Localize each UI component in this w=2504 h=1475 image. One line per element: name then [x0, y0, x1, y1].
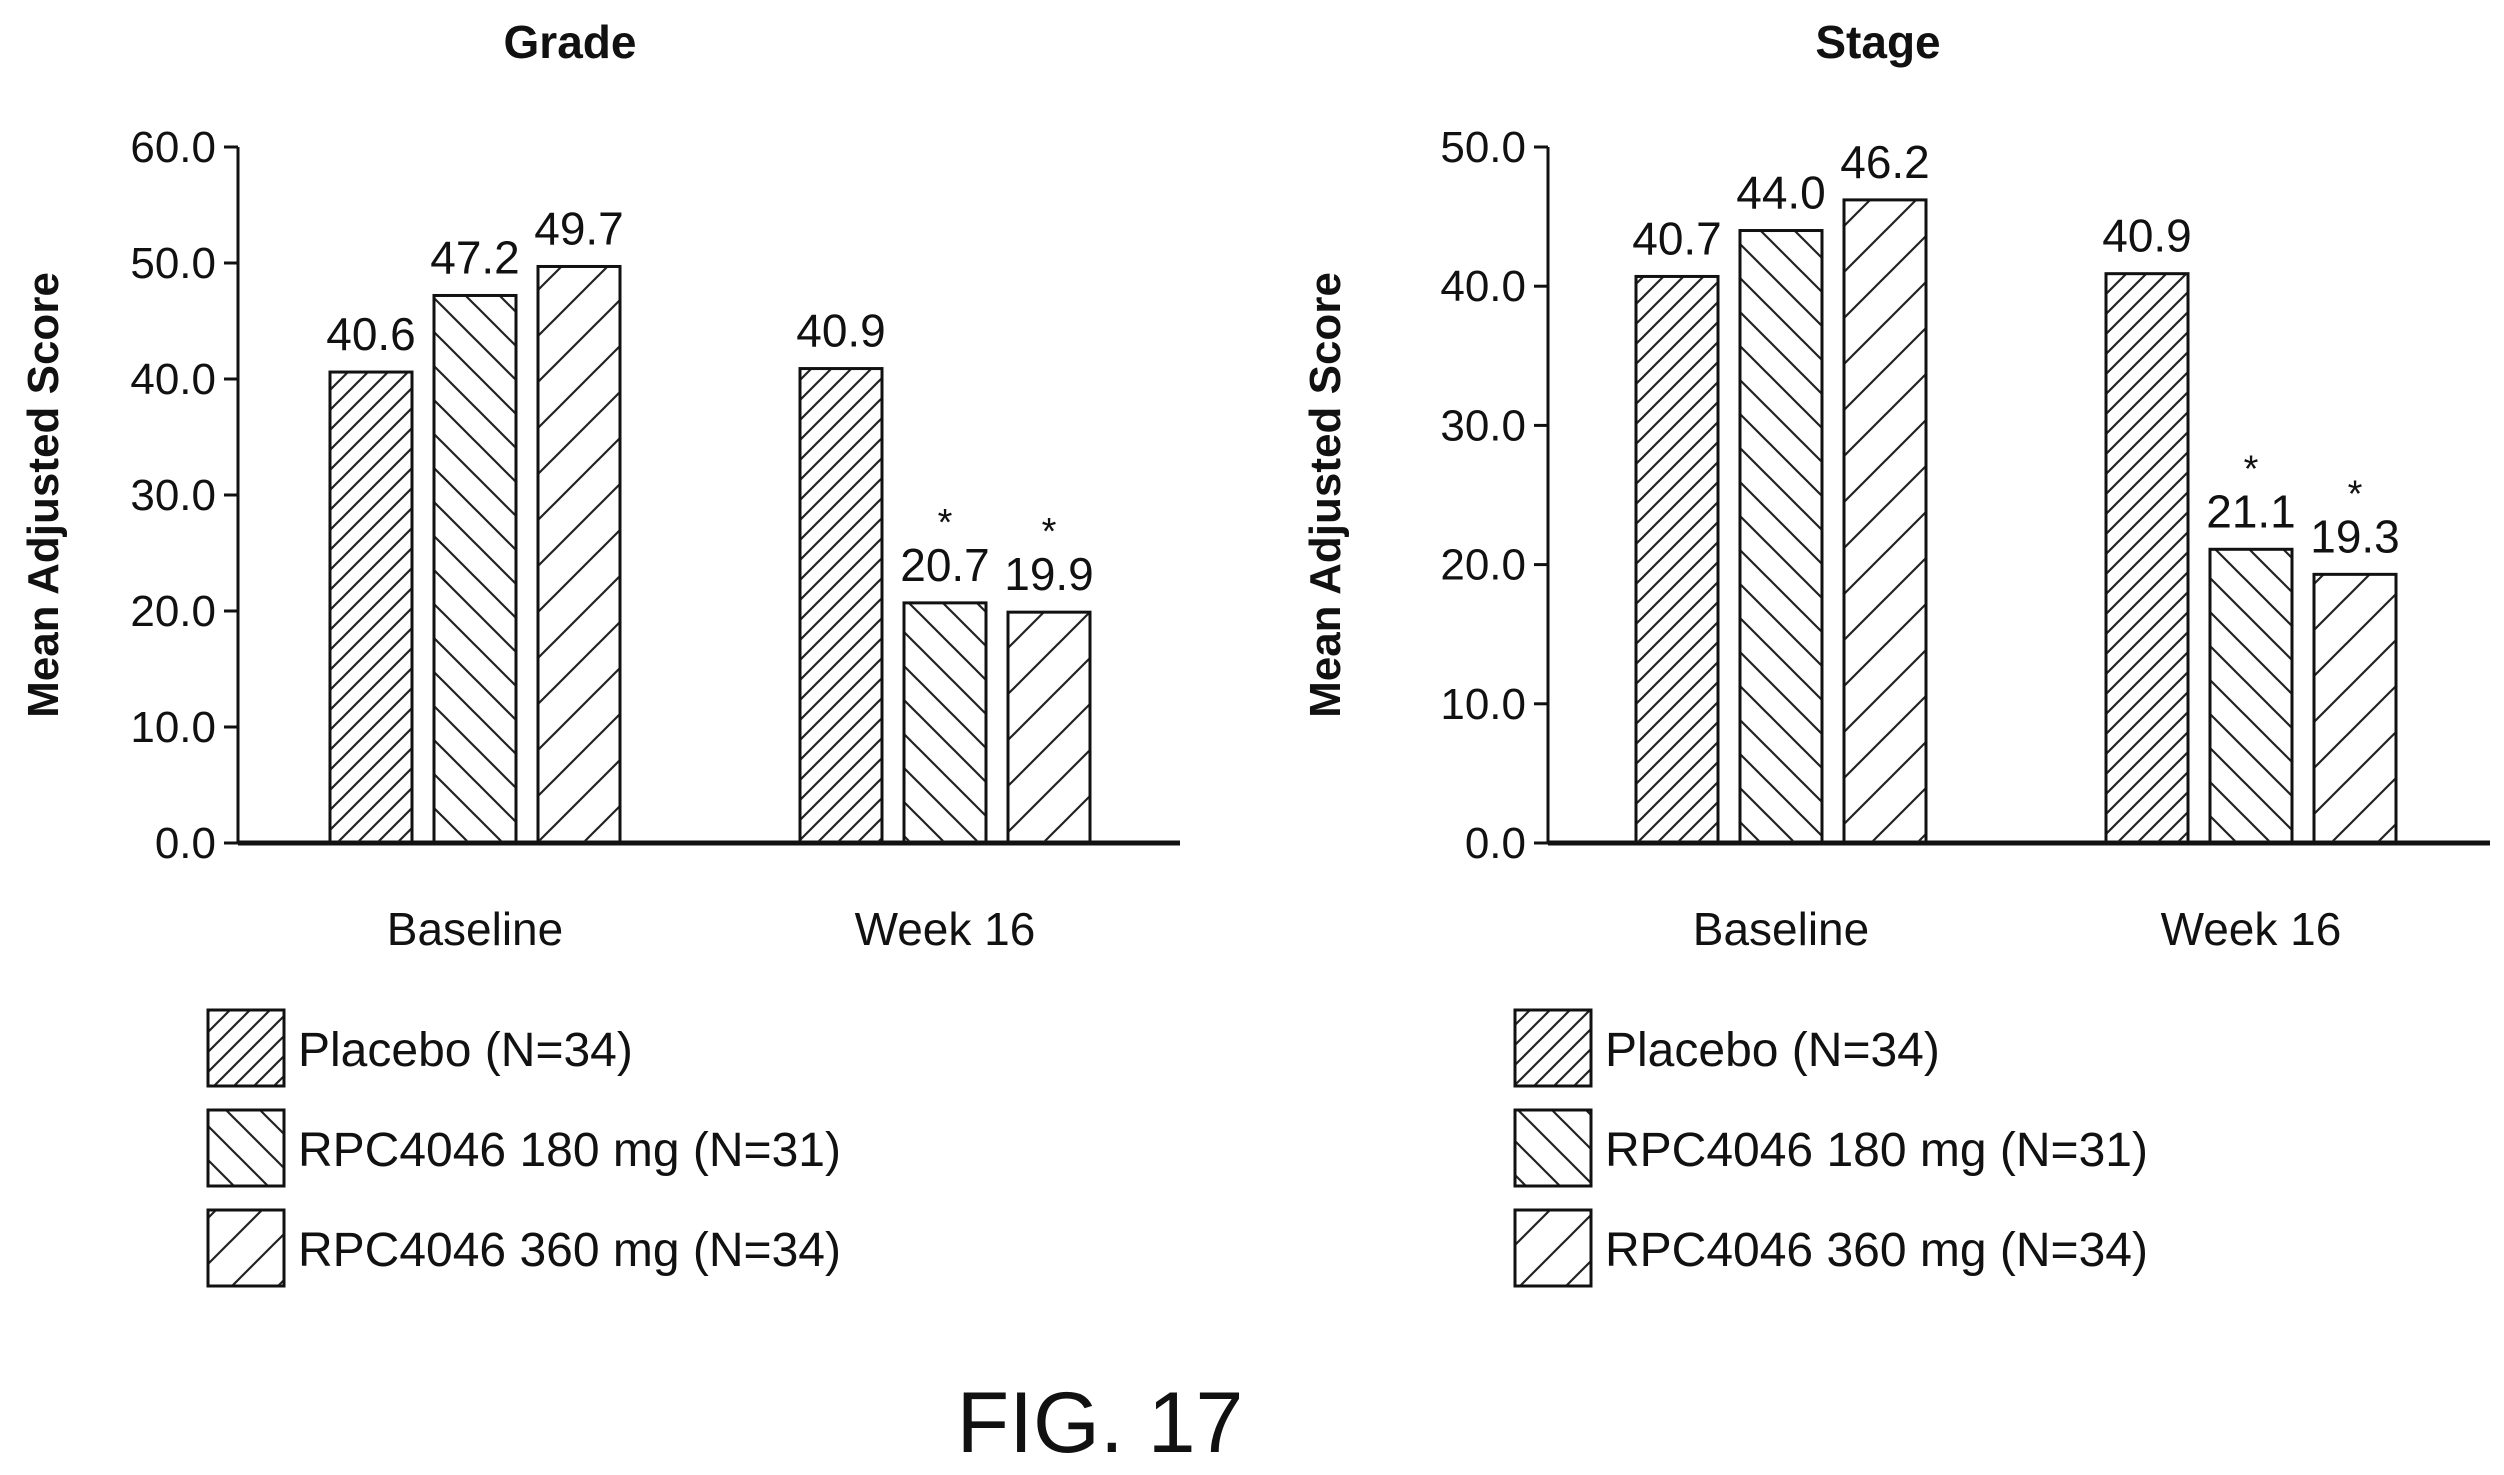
bar [1006, 610, 1092, 845]
significance-star: * [938, 502, 953, 544]
bar [2104, 272, 2190, 845]
bar [536, 264, 622, 845]
legend-swatch [206, 1008, 286, 1088]
y-tick-label: 30.0 [1440, 401, 1526, 450]
figure-caption: FIG. 17 [957, 1375, 1244, 1471]
y-tick-label: 0.0 [1465, 819, 1526, 868]
legend-swatch [1513, 1208, 1593, 1288]
significance-star: * [2244, 448, 2259, 490]
significance-star: * [2348, 473, 2363, 515]
legend-swatch [1513, 1108, 1593, 1188]
x-category-label: Baseline [387, 903, 563, 955]
data-label: 44.0 [1736, 167, 1826, 219]
bar [1634, 274, 1720, 845]
chart-title: Grade [504, 16, 637, 68]
legend-label: RPC4046 360 mg (N=34) [1605, 1224, 2148, 1277]
y-tick-label: 10.0 [1440, 680, 1526, 729]
stage-chart: Stage Mean Adjusted Score 0.0 10.0 20.0 30.0 4… [1301, 16, 2490, 955]
significance-star: * [1042, 511, 1057, 553]
y-tick-label: 40.0 [130, 355, 216, 404]
x-category-label: Week 16 [2161, 903, 2342, 955]
y-axis-label: Mean Adjusted Score [19, 272, 68, 718]
data-label: 40.7 [1632, 212, 1722, 264]
data-label: 21.1 [2206, 485, 2296, 537]
data-label: 19.3 [2310, 510, 2400, 562]
data-label: 20.7 [900, 539, 990, 591]
y-tick-label: 50.0 [1440, 123, 1526, 172]
bar [2208, 547, 2294, 845]
data-label: 46.2 [1840, 136, 1930, 188]
bar [1842, 198, 1928, 845]
legend-swatch [1513, 1008, 1593, 1088]
y-tick-label: 30.0 [130, 471, 216, 520]
legend-label: Placebo (N=34) [298, 1024, 633, 1077]
x-category-label: Baseline [1693, 903, 1869, 955]
legend-swatch [206, 1208, 286, 1288]
legend-swatch [206, 1108, 286, 1188]
chart-title: Stage [1815, 16, 1940, 68]
bar [798, 367, 884, 845]
y-tick-label: 20.0 [130, 587, 216, 636]
bar [1738, 229, 1824, 845]
data-label: 19.9 [1004, 548, 1094, 600]
grade-legend: Placebo (N=34) RPC4046 180 mg (N=31) RPC40… [206, 1008, 841, 1288]
legend-label: RPC4046 180 mg (N=31) [1605, 1124, 2148, 1177]
data-label: 40.6 [326, 308, 416, 360]
data-label: 47.2 [430, 231, 520, 283]
legend-label: RPC4046 360 mg (N=34) [298, 1224, 841, 1277]
y-tick-label: 60.0 [130, 123, 216, 172]
bar [902, 601, 988, 845]
data-label: 40.9 [2102, 210, 2192, 262]
data-label: 40.9 [796, 305, 886, 357]
y-tick-label: 40.0 [1440, 262, 1526, 311]
y-tick-label: 50.0 [130, 239, 216, 288]
y-tick-label: 0.0 [155, 819, 216, 868]
x-category-label: Week 16 [855, 903, 1036, 955]
grade-chart: Grade Mean Adjusted Score 0.0 10.0 20.0 30.0 4… [19, 16, 1180, 955]
y-tick-label: 10.0 [130, 703, 216, 752]
y-axis-label: Mean Adjusted Score [1301, 272, 1350, 718]
data-label: 49.7 [534, 202, 624, 254]
stage-legend: Placebo (N=34) RPC4046 180 mg (N=31) RPC40… [1513, 1008, 2148, 1288]
bar [2312, 572, 2398, 845]
y-tick-label: 20.0 [1440, 541, 1526, 590]
bar [328, 370, 414, 845]
bar [432, 293, 518, 845]
legend-label: Placebo (N=34) [1605, 1024, 1940, 1077]
legend-label: RPC4046 180 mg (N=31) [298, 1124, 841, 1177]
